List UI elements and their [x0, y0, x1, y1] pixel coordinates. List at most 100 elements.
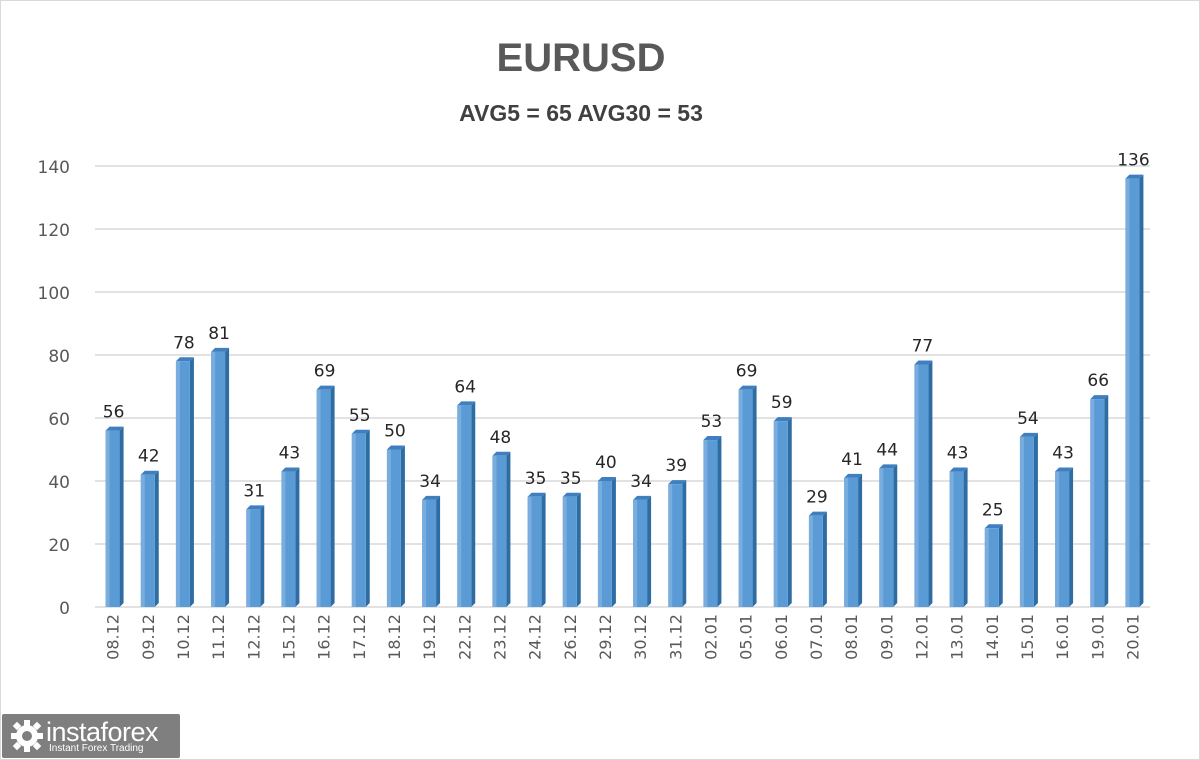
- bar-highlight: [562, 496, 567, 607]
- y-tick-label: 120: [38, 221, 70, 241]
- bar-highlight: [457, 405, 462, 607]
- bar-side: [436, 495, 441, 607]
- x-tick-label: 10.12: [174, 614, 193, 660]
- x-tick-label: 13.01: [948, 614, 967, 660]
- bar-side: [682, 480, 687, 607]
- bar-10.12: [175, 357, 194, 607]
- data-label: 78: [173, 333, 195, 353]
- bar-02.01: [703, 436, 722, 607]
- data-label: 40: [595, 453, 617, 473]
- bar-26.12: [562, 492, 581, 607]
- bar-top: [949, 467, 968, 472]
- bar-top: [1055, 467, 1074, 472]
- data-label: 54: [1017, 409, 1039, 429]
- bar-side: [225, 347, 230, 607]
- bar-highlight: [422, 499, 427, 607]
- data-label: 29: [806, 488, 828, 508]
- bar-top: [1090, 395, 1109, 400]
- x-tick-label: 09.01: [877, 614, 896, 660]
- bar-side: [893, 464, 898, 607]
- data-label: 66: [1087, 371, 1109, 391]
- data-label: 43: [279, 444, 301, 464]
- bar-highlight: [914, 364, 919, 607]
- bar-14.01: [984, 524, 1003, 607]
- x-tick-label: 11.12: [209, 614, 228, 660]
- x-tick-label: 15.12: [279, 614, 298, 660]
- bar-12.01: [914, 360, 933, 607]
- bar-side: [822, 511, 827, 607]
- bar-side: [752, 385, 757, 607]
- bar-20.01: [1125, 174, 1144, 607]
- bar-highlight: [492, 455, 497, 607]
- bar-top: [492, 451, 511, 456]
- chart-subtitle: AVG5 = 65 AVG30 = 53: [459, 100, 703, 126]
- bar-highlight: [738, 389, 743, 607]
- data-label: 41: [841, 450, 863, 470]
- bar-side: [295, 467, 300, 607]
- data-label: 64: [454, 377, 476, 397]
- x-tick-label: 29.12: [596, 614, 615, 660]
- x-tick-label: 08.12: [104, 614, 123, 660]
- data-label: 35: [525, 469, 547, 489]
- bar-top: [597, 477, 616, 481]
- bar-top: [281, 467, 300, 472]
- bar-side: [928, 360, 933, 607]
- bar-11.12: [211, 347, 230, 607]
- x-tick-label: 16.01: [1053, 614, 1072, 660]
- x-tick-label: 07.01: [807, 614, 826, 660]
- bar-16.01: [1055, 467, 1074, 607]
- bar-side: [154, 470, 159, 607]
- bar-side: [576, 492, 581, 607]
- bar-08.12: [105, 426, 124, 607]
- bar-side: [1139, 174, 1144, 607]
- x-tick-label: 17.12: [350, 614, 369, 660]
- x-tick-label: 05.01: [737, 614, 756, 660]
- bar-highlight: [316, 389, 321, 607]
- bar-top: [105, 426, 124, 431]
- bar-highlight: [949, 471, 954, 607]
- bar-side: [1033, 432, 1038, 607]
- bar-06.01: [773, 417, 792, 607]
- data-label: 44: [876, 440, 898, 460]
- x-tick-label: 16.12: [315, 614, 334, 660]
- bar-top: [316, 385, 335, 390]
- y-tick-label: 20: [48, 536, 70, 556]
- bar-top: [175, 357, 194, 362]
- x-tick-label: 22.12: [455, 614, 474, 660]
- bar-29.12: [597, 477, 616, 607]
- bar-side: [506, 451, 511, 607]
- bar-17.12: [351, 429, 370, 607]
- x-tick-label: 31.12: [666, 614, 685, 660]
- bar-highlight: [597, 481, 602, 607]
- bar-highlight: [844, 477, 849, 607]
- bar-top: [808, 511, 827, 516]
- instaforex-logo: instaforex Instant Forex Trading: [2, 714, 180, 758]
- bar-side: [189, 357, 194, 607]
- y-tick-label: 60: [48, 410, 70, 430]
- bar-top: [1019, 432, 1038, 437]
- bar-15.01: [1019, 432, 1038, 607]
- y-tick-label: 80: [48, 347, 70, 367]
- x-tick-label: 24.12: [526, 614, 545, 660]
- gear-logo-icon: [11, 720, 43, 752]
- y-tick-label: 40: [48, 473, 70, 493]
- bar-15.12: [281, 467, 300, 607]
- data-label: 50: [384, 422, 406, 442]
- bar-highlight: [879, 468, 884, 607]
- x-tick-label: 26.12: [561, 614, 580, 660]
- bar-highlight: [527, 496, 532, 607]
- bar-side: [260, 505, 265, 607]
- bar-side: [963, 467, 968, 607]
- data-label: 34: [419, 472, 441, 492]
- bar-31.12: [668, 480, 687, 607]
- x-tick-label: 02.01: [701, 614, 720, 660]
- bar-top: [633, 495, 652, 500]
- data-label: 56: [103, 403, 125, 423]
- y-tick-label: 140: [38, 158, 70, 178]
- data-label: 39: [665, 456, 687, 476]
- data-label: 53: [701, 412, 723, 432]
- x-tick-label: 19.01: [1088, 614, 1107, 660]
- bar-highlight: [281, 471, 286, 607]
- bar-23.12: [492, 451, 511, 607]
